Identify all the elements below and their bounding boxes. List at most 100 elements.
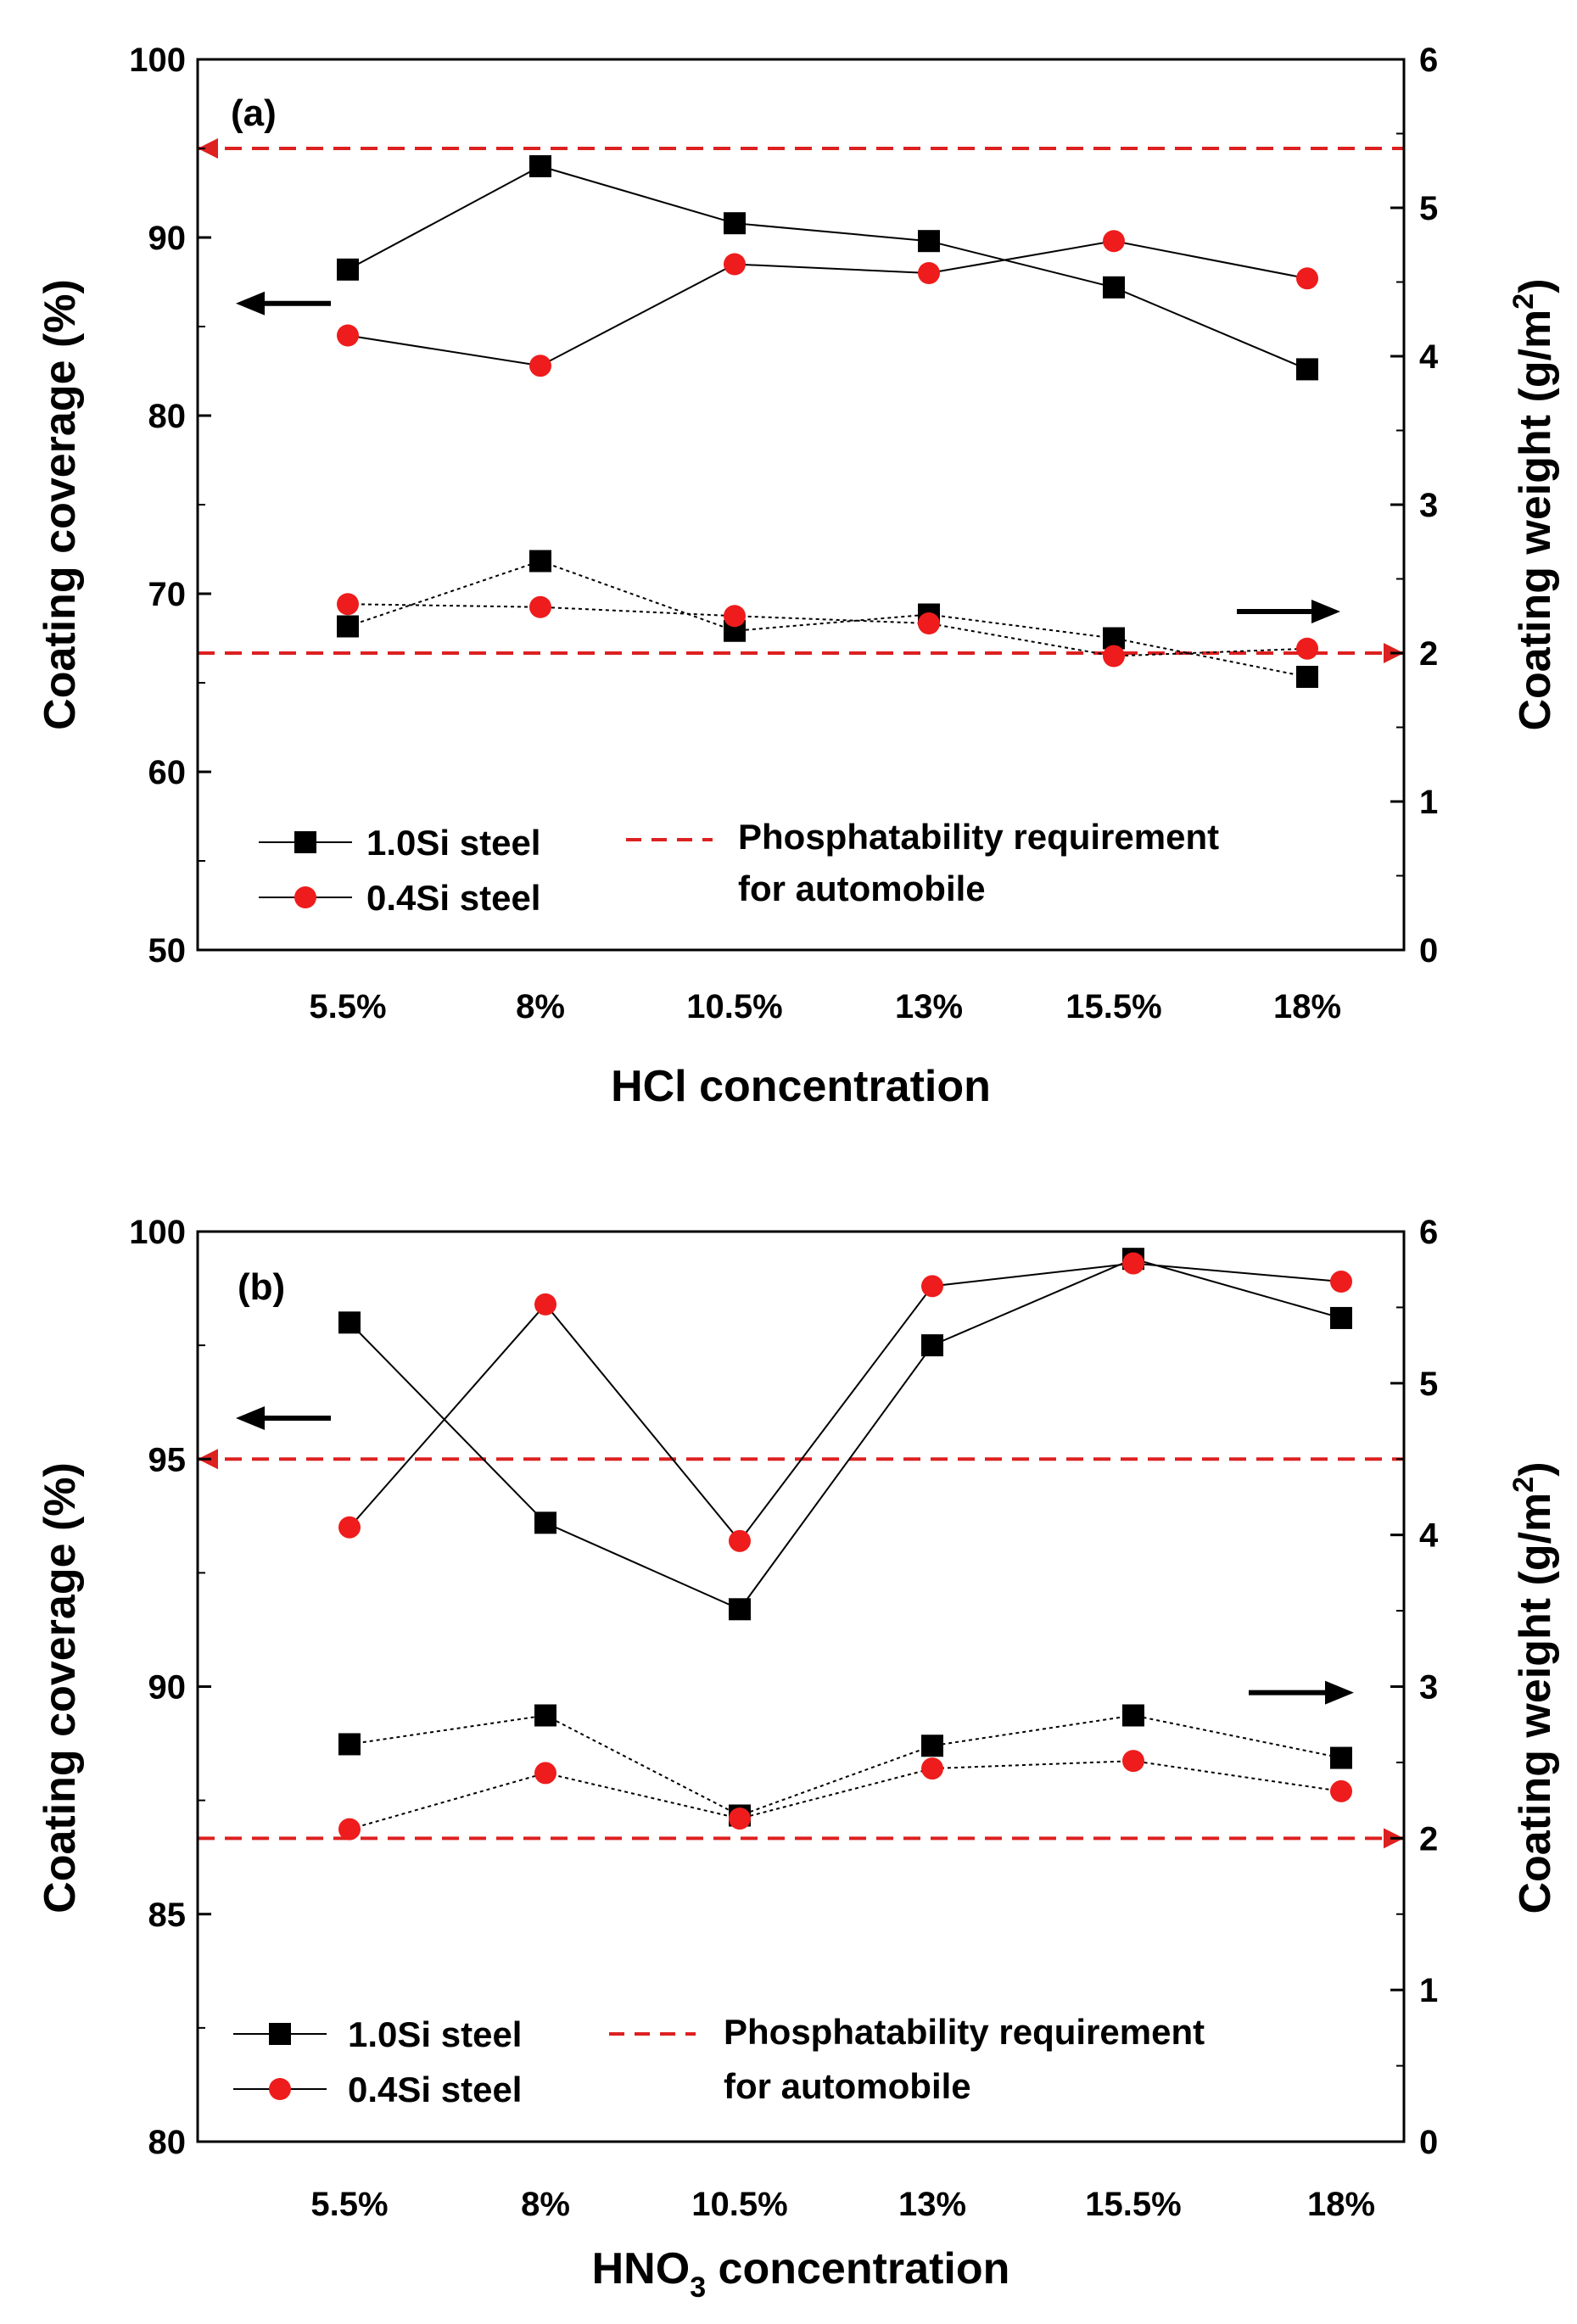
panel-a-legend-marker-2 <box>294 886 316 908</box>
panel-b-legend-marker-1 <box>269 2023 291 2045</box>
panel-a-series-line-1-0si-steel-left <box>347 165 1308 371</box>
panel-a-axis-arrow-left-icon <box>236 291 265 316</box>
panel-a-axis-arrow-right-icon <box>1311 600 1340 623</box>
panel-b-point-0-4si-steel-left-4 <box>1122 1252 1144 1275</box>
panel-b-x-tick-label: 5.5% <box>310 2186 388 2223</box>
panel-b-y-right-tick-label: 5 <box>1419 1366 1438 1403</box>
panel-b-legend-label-2: 0.4Si steel <box>348 2070 522 2109</box>
panel-b-point-0-4si-steel-right-4 <box>1122 1750 1144 1773</box>
panel-a-point-0-4si-steel-right-4 <box>1103 645 1125 668</box>
panel-b-legend-marker-2 <box>269 2078 291 2100</box>
panel-a-plot-content <box>198 138 1404 688</box>
panel-b-y-left-label: Coating coverage (%) <box>36 1462 85 1913</box>
panel-b-point-0-4si-steel-right-3 <box>921 1757 943 1780</box>
panel-a-tag: (a) <box>231 92 277 134</box>
panel-a: 50 60 70 80 90 100 0 1 2 3 4 5 6 5.5% 8% 10.5% 13% 15.5% 1… <box>36 42 1560 1111</box>
panel-b-legend-label-1: 1.0Si steel <box>348 2014 522 2054</box>
panel-b-y-right-tick-label: 2 <box>1419 1820 1438 1858</box>
panel-b-point-1-0si-steel-left-5 <box>1330 1306 1352 1329</box>
panel-a-y-left-label: Coating coverage (%) <box>36 279 85 730</box>
panel-a-legend-requirement-1: Phosphatability requirement <box>738 817 1219 857</box>
panel-a-point-0-4si-steel-right-3 <box>918 612 940 634</box>
panel-a-x-tick-label: 15.5% <box>1065 988 1161 1025</box>
panel-b-x-tick-label: 10.5% <box>691 2186 787 2223</box>
panel-b-point-1-0si-steel-left-2 <box>729 1598 751 1621</box>
panel-b-point-0-4si-steel-right-2 <box>729 1807 751 1830</box>
panel-a-x-tick-label: 10.5% <box>686 988 782 1025</box>
panel-b-point-1-0si-steel-right-1 <box>534 1704 556 1727</box>
panel-b-x-tick-label: 18% <box>1307 2186 1375 2223</box>
panel-b-y-right-tick-label: 4 <box>1419 1517 1439 1555</box>
panel-a-point-1-0si-steel-right-1 <box>529 550 551 573</box>
panel-a-point-0-4si-steel-left-5 <box>1296 267 1318 290</box>
panel-b-point-1-0si-steel-right-0 <box>338 1733 361 1756</box>
panel-a-x-tick-label: 13% <box>895 988 963 1025</box>
panel-b-legend-requirement-1: Phosphatability requirement <box>724 2012 1205 2052</box>
panel-a-y-left-tick-label: 80 <box>148 398 187 435</box>
panel-b-y-right-label-main: Coating weight (g/m <box>1511 1493 1560 1914</box>
panel-a-x-tick-label: 18% <box>1273 988 1341 1025</box>
panel-a-point-0-4si-steel-left-4 <box>1103 230 1125 253</box>
panel-b-y-right-tick-label: 6 <box>1419 1214 1438 1251</box>
panel-a-legend-requirement-2: for automobile <box>738 869 986 908</box>
panel-a-point-1-0si-steel-left-2 <box>724 212 746 235</box>
panel-a-series-line-0-4si-steel-right <box>347 603 1308 657</box>
panel-a-y-left-tick-label: 90 <box>148 220 187 257</box>
panel-b-y-right-tick-label: 3 <box>1419 1669 1438 1707</box>
panel-b-x-tick-label: 8% <box>521 2186 570 2223</box>
panel-a-y-right-label: Coating weight (g/m2) <box>1507 278 1560 730</box>
panel-b-point-0-4si-steel-left-0 <box>338 1516 361 1539</box>
panel-a-legend-marker-1 <box>294 831 316 853</box>
panel-a-y-right-label-sup: 2 <box>1507 293 1540 310</box>
panel-b-y-right-tick-label: 1 <box>1419 1972 1438 2009</box>
panel-b-series-line-1-0si-steel-right <box>349 1714 1342 1817</box>
panel-a-point-1-0si-steel-right-5 <box>1296 666 1318 688</box>
panel-a-x-tick-label: 5.5% <box>309 988 386 1025</box>
panel-a-y-right-label-close: ) <box>1511 278 1560 293</box>
panel-b-point-1-0si-steel-right-5 <box>1330 1746 1352 1769</box>
panel-a-y-right-tick-label: 3 <box>1419 487 1438 524</box>
panel-a-y-right-tick-label: 1 <box>1419 784 1438 821</box>
panel-b-point-0-4si-steel-right-5 <box>1330 1779 1352 1802</box>
panel-a-y-left-tick-label: 60 <box>148 754 187 791</box>
panel-a-point-0-4si-steel-right-2 <box>724 605 746 628</box>
panel-b-series-line-0-4si-steel-left <box>349 1262 1342 1543</box>
panel-b-point-1-0si-steel-right-3 <box>921 1735 943 1757</box>
panel-a-requirement-arrowhead-left <box>198 138 218 159</box>
panel-b-x-axis-label-sub: 3 <box>690 2271 706 2304</box>
panel-a-y-right-tick-label: 2 <box>1419 635 1438 673</box>
panel-b-point-0-4si-steel-left-2 <box>729 1529 751 1552</box>
panel-a-x-tick-label: 8% <box>516 988 565 1025</box>
panel-b-axis-arrow-left-icon <box>236 1405 265 1430</box>
panel-b-point-0-4si-steel-left-1 <box>534 1293 556 1316</box>
panel-b-x-axis-label-rest: concentration <box>706 2244 1009 2293</box>
panel-a-point-0-4si-steel-right-1 <box>529 595 551 618</box>
panel-b-y-left-tick-label: 95 <box>148 1441 187 1478</box>
panel-a-point-0-4si-steel-right-0 <box>337 593 359 616</box>
panel-b-y-left-tick-label: 90 <box>148 1669 187 1707</box>
panel-a-point-1-0si-steel-left-3 <box>918 230 940 253</box>
panel-b-x-axis-label-main: HNO <box>592 2244 691 2293</box>
panel-b-point-1-0si-steel-right-4 <box>1122 1704 1144 1727</box>
panel-a-legend-label-2: 0.4Si steel <box>366 878 540 918</box>
panel-b-y-right-label-sup: 2 <box>1507 1477 1540 1493</box>
panel-b-point-1-0si-steel-left-1 <box>534 1511 556 1534</box>
panel-b-ticks: 80 85 90 95 100 0 1 2 3 4 5 6 5.5% 8% 10.5% 13% 15.5% 18% <box>129 1214 1439 2223</box>
panel-b: 80 85 90 95 100 0 1 2 3 4 5 6 5.5% 8% 10.5% 13% 15.5% 18%… <box>36 1214 1560 2304</box>
panel-a-point-1-0si-steel-left-4 <box>1103 276 1125 299</box>
panel-a-y-left-tick-label: 70 <box>148 576 187 613</box>
panel-a-legend: 1.0Si steel 0.4Si steel Phosphatability … <box>259 817 1219 918</box>
panel-a-y-left-tick-label: 50 <box>148 932 187 969</box>
panel-b-y-right-label: Coating weight (g/m2) <box>1507 1461 1560 1913</box>
panel-a-point-1-0si-steel-left-5 <box>1296 358 1318 381</box>
panel-a-series-line-1-0si-steel-right <box>347 560 1308 678</box>
panel-a-point-0-4si-steel-left-0 <box>337 324 359 347</box>
panel-b-point-1-0si-steel-left-3 <box>921 1334 943 1357</box>
panel-a-y-right-tick-label: 6 <box>1419 42 1438 79</box>
panel-a-ticks: 50 60 70 80 90 100 0 1 2 3 4 5 6 5.5% 8% 10.5% 13% 15.5% 1… <box>129 42 1439 1025</box>
panel-b-tag: (b) <box>238 1266 285 1308</box>
panel-b-series-line-0-4si-steel-right <box>349 1760 1342 1830</box>
panel-a-y-right-label-main: Coating weight (g/m <box>1511 310 1560 731</box>
